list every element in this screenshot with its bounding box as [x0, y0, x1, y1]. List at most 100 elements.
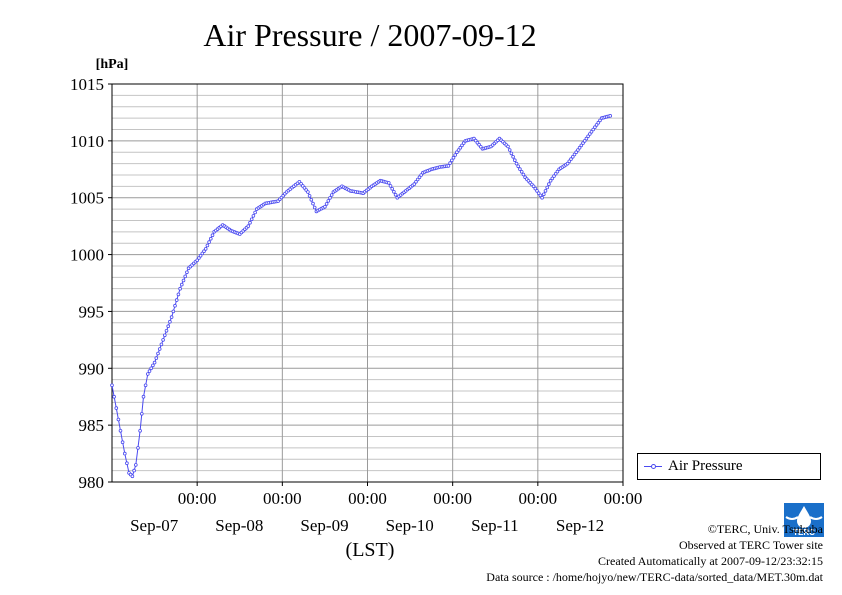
wave-icon	[785, 516, 823, 520]
data-point	[163, 333, 167, 338]
data-point	[415, 177, 420, 182]
credit-source: Data source : /home/hojyo/new/TERC-data/…	[486, 570, 823, 584]
data-point	[570, 155, 575, 159]
y-tick-label: 980	[79, 473, 105, 492]
data-point	[555, 169, 560, 174]
data-point	[118, 428, 123, 433]
x-tick-date-label: Sep-09	[300, 516, 348, 535]
data-point	[161, 338, 165, 342]
data-point	[157, 347, 162, 351]
data-point	[210, 233, 215, 238]
data-point	[581, 141, 585, 145]
data-point	[584, 136, 589, 141]
data-point	[112, 394, 116, 399]
data-point	[458, 145, 463, 150]
y-axis-unit: [hPa]	[96, 57, 129, 72]
data-point	[195, 258, 200, 263]
data-point	[312, 205, 317, 210]
y-tick-label: 990	[79, 359, 105, 378]
y-tick-label: 995	[79, 302, 105, 321]
data-point	[154, 356, 159, 360]
y-tick-label: 985	[79, 416, 105, 435]
data-point	[509, 151, 514, 156]
data-point	[147, 369, 152, 373]
data-point	[414, 180, 418, 184]
credit-created: Created Automatically at 2007-09-12/23:3…	[598, 554, 823, 568]
legend-swatch	[644, 464, 662, 469]
logo-text: TERC	[793, 528, 815, 537]
x-tick-date-label: Sep-10	[386, 516, 434, 535]
x-tick-date-label: Sep-12	[556, 516, 604, 535]
data-point	[516, 164, 520, 169]
data-point	[536, 191, 541, 196]
data-point	[577, 145, 582, 150]
data-point	[574, 150, 578, 155]
data-point	[587, 132, 592, 136]
data-point	[143, 383, 148, 388]
data-point	[249, 217, 254, 222]
data-point	[185, 270, 189, 275]
data-point	[110, 383, 114, 388]
data-point	[149, 366, 154, 371]
data-point	[540, 195, 544, 200]
data-point	[598, 118, 602, 123]
data-point	[176, 292, 181, 297]
data-point	[596, 120, 601, 125]
data-point	[130, 474, 135, 479]
data-point	[448, 161, 452, 165]
data-point	[174, 298, 179, 302]
data-point	[120, 440, 125, 445]
data-point	[138, 428, 142, 433]
data-point	[552, 174, 556, 178]
credit-copyright: ©TERC, Univ. Tsukuba	[707, 522, 823, 536]
x-tick-time-label: 00:00	[604, 489, 643, 508]
data-point	[576, 148, 580, 152]
data-point	[608, 114, 613, 118]
x-tick-time-label: 00:00	[518, 489, 557, 508]
data-point	[203, 247, 208, 251]
series-points	[110, 114, 613, 479]
data-point	[140, 411, 144, 416]
data-point	[565, 161, 570, 166]
data-point	[326, 199, 331, 203]
data-point	[323, 205, 327, 209]
data-point	[543, 189, 548, 193]
y-tick-label: 1010	[70, 132, 104, 151]
data-point	[136, 446, 140, 450]
data-point	[393, 193, 398, 197]
y-tick-label: 1015	[70, 75, 104, 94]
data-point	[519, 170, 524, 174]
data-point	[202, 249, 206, 254]
data-point	[550, 176, 555, 181]
data-point	[417, 175, 422, 180]
data-point	[533, 186, 538, 191]
data-point	[514, 161, 519, 166]
data-point	[152, 360, 157, 365]
data-point	[593, 125, 597, 129]
x-axis-label: (LST)	[346, 539, 395, 561]
data-point	[453, 153, 458, 157]
data-point	[207, 240, 211, 244]
data-point	[171, 309, 176, 314]
data-point	[183, 274, 188, 279]
y-tick-label: 1000	[70, 246, 104, 265]
data-point	[180, 282, 184, 287]
data-point	[166, 324, 171, 329]
y-tick-label: 1005	[70, 189, 104, 208]
data-point	[531, 184, 536, 189]
chart-title: Air Pressure / 2007-09-12	[203, 17, 536, 53]
data-point	[114, 406, 119, 410]
data-point	[545, 185, 549, 190]
data-point	[164, 328, 169, 333]
x-tick-date-label: Sep-11	[471, 516, 519, 535]
data-point	[582, 139, 587, 143]
data-point	[456, 148, 461, 152]
terc-logo: TERC	[784, 503, 824, 537]
x-tick-time-label: 00:00	[178, 489, 217, 508]
data-point	[569, 157, 573, 161]
data-point	[329, 193, 334, 197]
data-point	[461, 141, 466, 145]
credit-site: Observed at TERC Tower site	[678, 538, 823, 552]
data-point	[512, 158, 517, 163]
